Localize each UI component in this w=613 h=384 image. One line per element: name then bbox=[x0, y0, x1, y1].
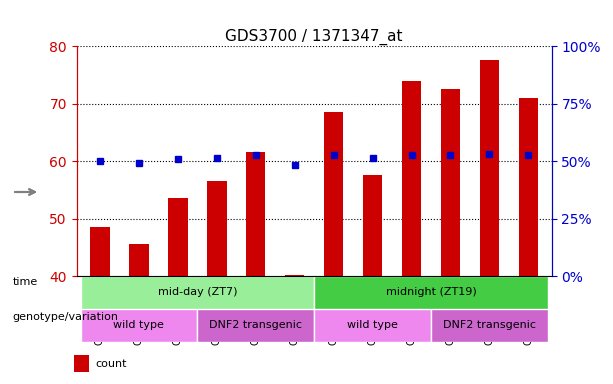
Bar bbox=[402, 81, 421, 276]
Bar bbox=[479, 60, 499, 276]
Bar bbox=[168, 199, 188, 276]
Text: midnight (ZT19): midnight (ZT19) bbox=[386, 288, 476, 298]
Text: count: count bbox=[95, 359, 126, 369]
FancyBboxPatch shape bbox=[80, 276, 314, 309]
Title: GDS3700 / 1371347_at: GDS3700 / 1371347_at bbox=[226, 28, 403, 45]
Text: wild type: wild type bbox=[113, 320, 164, 330]
Bar bbox=[441, 89, 460, 276]
Text: DNF2 transgenic: DNF2 transgenic bbox=[443, 320, 536, 330]
Bar bbox=[324, 112, 343, 276]
Text: time: time bbox=[12, 277, 37, 287]
Text: wild type: wild type bbox=[347, 320, 398, 330]
Bar bbox=[129, 245, 149, 276]
Text: DNF2 transgenic: DNF2 transgenic bbox=[209, 320, 302, 330]
FancyBboxPatch shape bbox=[314, 309, 431, 342]
Bar bbox=[207, 181, 227, 276]
Bar bbox=[519, 98, 538, 276]
Bar bbox=[285, 275, 305, 276]
FancyBboxPatch shape bbox=[314, 276, 548, 309]
Text: mid-day (ZT7): mid-day (ZT7) bbox=[158, 288, 237, 298]
FancyBboxPatch shape bbox=[80, 309, 197, 342]
Bar bbox=[363, 175, 383, 276]
Text: genotype/variation: genotype/variation bbox=[12, 312, 118, 322]
Bar bbox=[246, 152, 265, 276]
FancyBboxPatch shape bbox=[197, 309, 314, 342]
Bar bbox=[90, 227, 110, 276]
FancyBboxPatch shape bbox=[431, 309, 548, 342]
